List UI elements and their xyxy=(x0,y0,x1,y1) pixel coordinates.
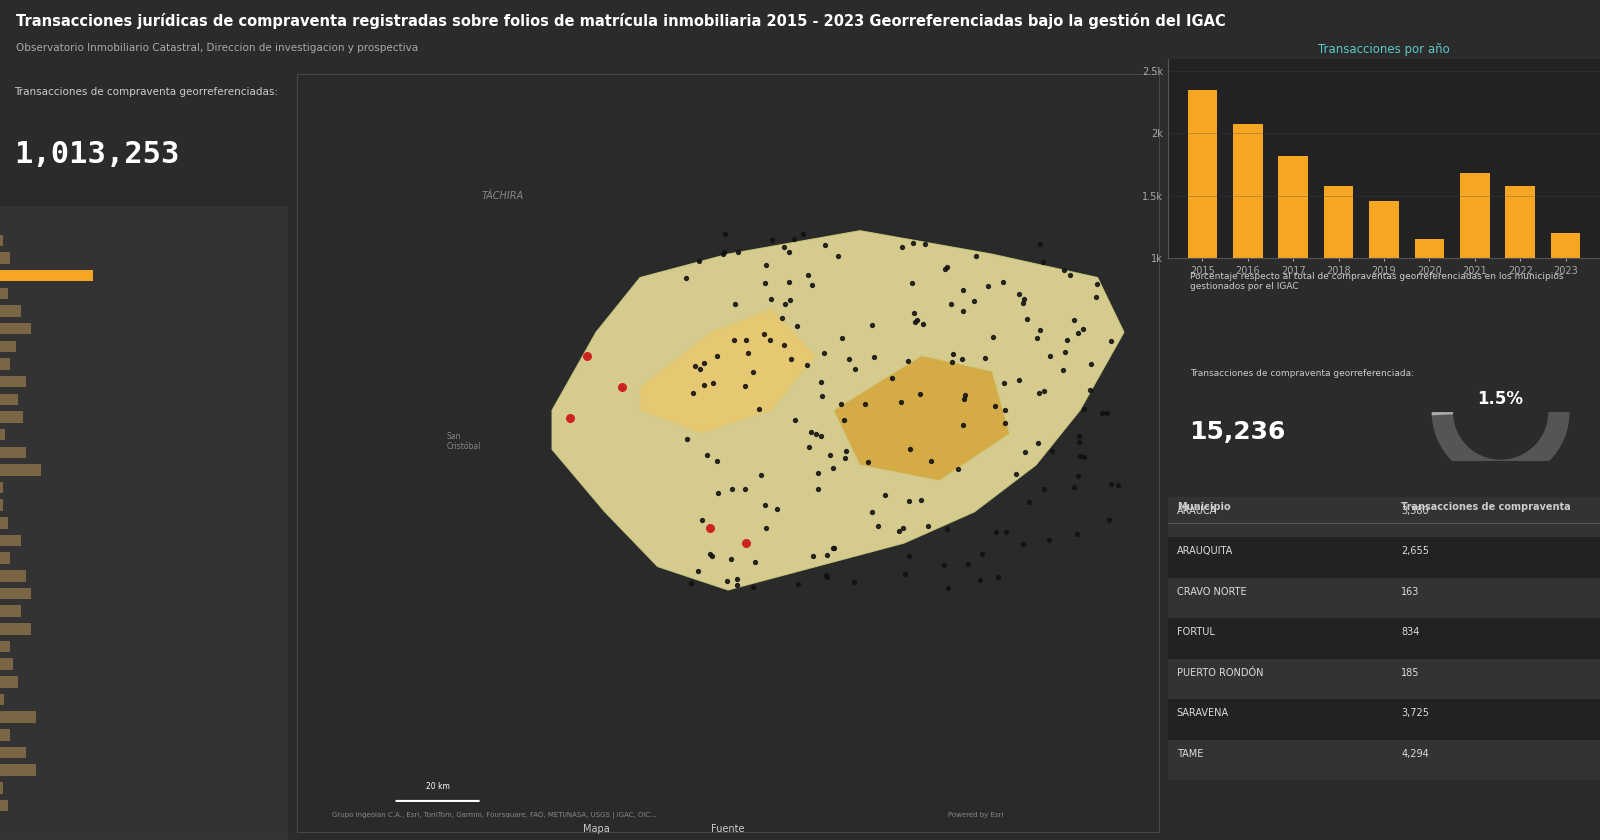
FancyBboxPatch shape xyxy=(1168,537,1600,578)
FancyBboxPatch shape xyxy=(1168,578,1600,618)
Bar xyxy=(0,447,26,458)
Bar xyxy=(0,323,30,334)
Bar xyxy=(1550,233,1581,382)
Bar xyxy=(1323,186,1354,382)
Bar xyxy=(0,375,26,387)
Text: Porcentaje respecto al total de compraventas georreferenciadas en los municipios: Porcentaje respecto al total de comprave… xyxy=(1189,272,1563,291)
Text: Mapa: Mapa xyxy=(582,824,610,834)
Bar xyxy=(0,676,18,688)
Text: Transacciones de compraventa georreferenciada:: Transacciones de compraventa georreferen… xyxy=(1189,369,1414,377)
Text: CRAVO NORTE: CRAVO NORTE xyxy=(1176,586,1246,596)
Bar xyxy=(0,358,10,370)
Polygon shape xyxy=(640,309,816,433)
Text: 185: 185 xyxy=(1402,668,1419,678)
Bar xyxy=(0,465,42,475)
Bar xyxy=(0,800,8,811)
Text: Grupo Ingeolan C.A., Esri, TomTom, Garmin, Foursquare, FAO, METI/NASA, USGS | IG: Grupo Ingeolan C.A., Esri, TomTom, Garmi… xyxy=(333,811,658,818)
Bar xyxy=(0,570,26,581)
Text: PUERTO RONDÓN: PUERTO RONDÓN xyxy=(1176,668,1262,678)
Bar xyxy=(1414,239,1445,382)
Text: SARAVENA: SARAVENA xyxy=(1176,708,1229,718)
Bar xyxy=(0,234,3,246)
Text: 3,725: 3,725 xyxy=(1402,708,1429,718)
Title: Transacciones por año: Transacciones por año xyxy=(1318,43,1450,56)
Text: 163: 163 xyxy=(1402,586,1419,596)
Bar xyxy=(0,782,3,794)
Bar xyxy=(0,429,5,440)
Bar xyxy=(1461,173,1490,382)
Bar xyxy=(0,641,10,652)
Bar xyxy=(0,764,37,776)
Bar xyxy=(1506,186,1534,382)
Text: Observatorio Inmobiliario Catastral, Direccion de investigacion y prospectiva: Observatorio Inmobiliario Catastral, Dir… xyxy=(16,43,418,53)
Bar xyxy=(1278,156,1307,382)
Bar xyxy=(0,270,93,281)
Bar xyxy=(0,553,10,564)
Bar xyxy=(0,412,24,423)
Polygon shape xyxy=(552,231,1123,590)
Bar xyxy=(0,623,30,634)
Bar xyxy=(0,287,8,299)
FancyBboxPatch shape xyxy=(1168,739,1600,780)
Bar xyxy=(0,500,3,511)
Bar xyxy=(0,659,13,669)
Text: Transacciones de compraventa georreferenciadas:: Transacciones de compraventa georreferen… xyxy=(14,87,278,97)
Text: Municipio: Municipio xyxy=(1176,501,1230,512)
Text: 15,236: 15,236 xyxy=(1189,420,1286,444)
Bar xyxy=(1187,90,1218,382)
Bar xyxy=(0,694,5,706)
Text: Transacciones de compraventa: Transacciones de compraventa xyxy=(1402,501,1571,512)
Text: 3,380: 3,380 xyxy=(1402,506,1429,516)
Bar xyxy=(0,393,18,405)
Bar xyxy=(0,606,21,617)
Text: ARAUCA: ARAUCA xyxy=(1176,506,1218,516)
Bar xyxy=(0,711,37,723)
FancyBboxPatch shape xyxy=(1168,659,1600,699)
FancyBboxPatch shape xyxy=(1168,496,1600,537)
Text: San
Cristóbal: San Cristóbal xyxy=(446,432,480,451)
FancyBboxPatch shape xyxy=(1168,618,1600,659)
Bar xyxy=(1234,123,1262,382)
Bar xyxy=(0,588,30,599)
Text: TAME: TAME xyxy=(1176,748,1203,759)
FancyBboxPatch shape xyxy=(298,75,1158,832)
FancyBboxPatch shape xyxy=(1168,699,1600,739)
Text: Fuente: Fuente xyxy=(712,824,744,834)
Text: FORTUL: FORTUL xyxy=(1176,627,1214,637)
Bar xyxy=(0,535,21,546)
Bar xyxy=(0,305,21,317)
Text: TÁCHIRA: TÁCHIRA xyxy=(482,192,523,202)
Text: 1,013,253: 1,013,253 xyxy=(14,139,179,169)
Bar xyxy=(1370,201,1398,382)
Bar xyxy=(0,747,26,759)
Bar xyxy=(0,252,10,264)
Bar xyxy=(0,482,3,493)
Bar xyxy=(0,340,16,352)
Text: 2,655: 2,655 xyxy=(1402,546,1429,556)
Text: 834: 834 xyxy=(1402,627,1419,637)
Text: Transacciones jurídicas de compraventa registradas sobre folios de matrícula inm: Transacciones jurídicas de compraventa r… xyxy=(16,13,1226,29)
Text: ARAUQUITA: ARAUQUITA xyxy=(1176,546,1234,556)
Text: Powered by Esri: Powered by Esri xyxy=(947,811,1003,817)
Text: 20 km: 20 km xyxy=(426,782,450,791)
Bar xyxy=(0,729,10,741)
Polygon shape xyxy=(834,355,1010,480)
Bar xyxy=(0,517,8,528)
Text: 4,294: 4,294 xyxy=(1402,748,1429,759)
